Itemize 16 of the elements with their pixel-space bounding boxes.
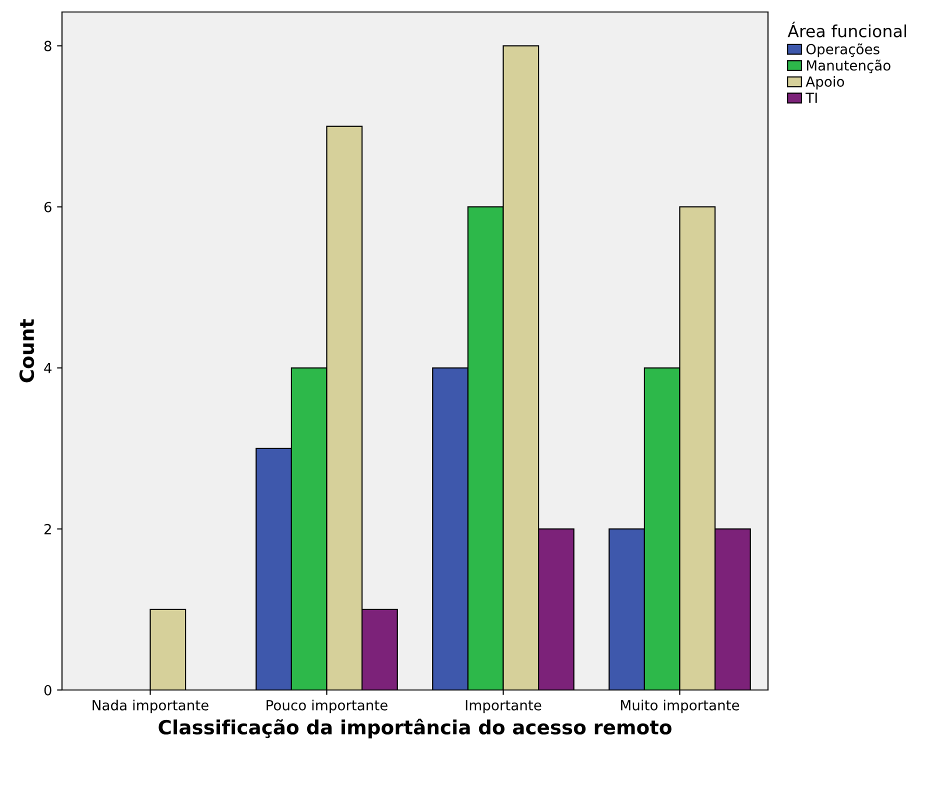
- y-tick-label: 2: [44, 524, 51, 534]
- y-tick-label: 0: [44, 684, 52, 696]
- x-tick-label: Importante: [466, 700, 542, 714]
- y-tick-label: 6: [44, 202, 52, 212]
- legend-label: Operações: [806, 43, 880, 58]
- legend-title: Área funcional: [788, 22, 906, 38]
- x-tick-label: Pouco importante: [266, 700, 388, 714]
- y-tick-label: 8: [44, 40, 52, 52]
- x-tick-label: Nada importante: [92, 700, 208, 714]
- x-tick-label: Muito importante: [621, 700, 740, 714]
- y-tick-label: 4: [44, 363, 52, 374]
- legend-label: TI: [806, 92, 817, 103]
- y-axis-title: Count: [19, 319, 34, 382]
- x-axis-title: Classificação da importância do acesso remoto: [158, 718, 672, 738]
- legend-label: Apoio: [806, 76, 844, 90]
- legend-label: Manutenção: [806, 60, 890, 74]
